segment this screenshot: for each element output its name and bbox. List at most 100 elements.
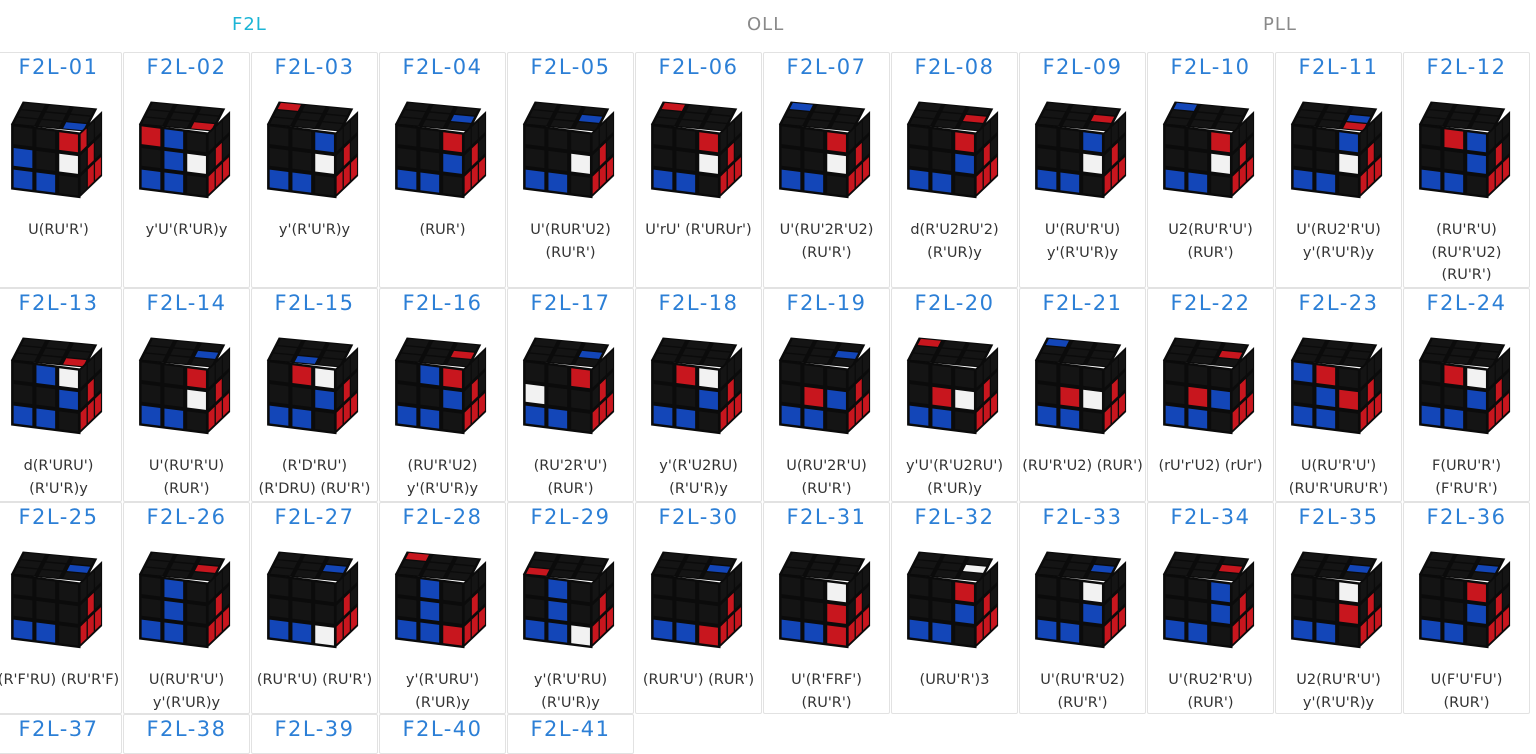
cube-diagram xyxy=(394,101,487,199)
case-card-f2l-03[interactable]: F2L-03 y'(R'U'R)y xyxy=(251,52,378,288)
front-face-sticker xyxy=(1211,389,1230,410)
algorithm-line: (R'UR)y xyxy=(415,694,470,711)
case-card-f2l-09[interactable]: F2L-09 U'(RU'R'U) y'(R'U'R)y xyxy=(1019,52,1146,288)
top-face-sticker xyxy=(430,555,454,564)
case-card-f2l-40[interactable]: F2L-40 xyxy=(379,714,506,754)
top-face-sticker xyxy=(789,338,813,347)
top-face-sticker xyxy=(1198,555,1222,564)
tab-f2l[interactable]: F2L xyxy=(232,14,267,35)
front-face-sticker xyxy=(141,405,161,426)
case-card-f2l-27[interactable]: F2L-27 (RU'R'U) (RU'R') xyxy=(251,502,378,714)
case-card-f2l-08[interactable]: F2L-08 d(R'U2RU'2) (R'UR)y xyxy=(891,52,1018,288)
case-card-f2l-15[interactable]: F2L-15 (R'D'RU') (R'DRU) (RU'R') xyxy=(251,288,378,502)
case-card-f2l-13[interactable]: F2L-13 d(R'URU') (R'U'R)y xyxy=(0,288,122,502)
case-card-f2l-37[interactable]: F2L-37 xyxy=(0,714,122,754)
front-face-sticker xyxy=(13,148,33,169)
front-face-sticker xyxy=(1293,405,1313,426)
right-face-sticker xyxy=(95,371,101,395)
front-face-sticker xyxy=(1467,368,1486,389)
tab-oll[interactable]: OLL xyxy=(747,14,785,35)
right-face-sticker xyxy=(863,371,869,395)
top-face-sticker xyxy=(1194,112,1218,121)
top-face-sticker xyxy=(682,348,706,357)
top-face-sticker xyxy=(1446,355,1470,364)
case-card-f2l-21[interactable]: F2L-21 (RU'R'U2) (RUR') xyxy=(1019,288,1146,502)
case-card-f2l-19[interactable]: F2L-19 U(RU'2R'U) (RU'R') xyxy=(763,288,890,502)
top-face-sticker xyxy=(298,348,322,357)
front-face-sticker xyxy=(141,126,161,147)
front-face-sticker xyxy=(653,148,673,169)
case-card-f2l-18[interactable]: F2L-18 y'(R'U2RU) (R'U'R)y xyxy=(635,288,762,502)
case-card-f2l-30[interactable]: F2L-30 (RUR'U') (RUR') xyxy=(635,502,762,714)
case-title: F2L-40 xyxy=(402,717,483,741)
case-card-f2l-31[interactable]: F2L-31 U'(R'FRF') (RU'R') xyxy=(763,502,890,714)
front-face-sticker xyxy=(525,169,545,190)
case-title: F2L-30 xyxy=(658,505,739,529)
front-face-sticker xyxy=(804,600,824,621)
case-card-f2l-25[interactable]: F2L-25 (R'F'RU) (RU'R'F) xyxy=(0,502,122,714)
algorithm-line: U'(RU'R'U) xyxy=(1044,222,1121,238)
case-card-f2l-11[interactable]: F2L-11 U'(RU2'R'U) y'(R'U'R)y xyxy=(1275,52,1402,288)
top-face-sticker xyxy=(1218,564,1243,573)
top-face-sticker xyxy=(1322,112,1346,121)
case-card-f2l-04[interactable]: F2L-04 (RUR') xyxy=(379,52,506,288)
algorithm-line: (RU'R') xyxy=(1441,267,1492,283)
front-face-sticker xyxy=(1060,408,1080,429)
case-card-f2l-32[interactable]: F2L-32 (URU'R')3 xyxy=(891,502,1018,714)
top-face-sticker xyxy=(578,114,603,123)
case-card-f2l-17[interactable]: F2L-17 (RU'2R'U') (RUR') xyxy=(507,288,634,502)
case-card-f2l-22[interactable]: F2L-22 (rU'r'U2) (rUr') xyxy=(1147,288,1274,502)
right-face-sticker xyxy=(479,157,485,181)
front-face-sticker xyxy=(932,150,952,171)
algorithm-line: U'(RU'R'U) xyxy=(148,458,225,474)
top-face-sticker xyxy=(1218,114,1243,123)
right-face-sticker xyxy=(87,571,94,595)
right-face-sticker xyxy=(80,599,87,623)
right-face-sticker xyxy=(991,350,997,374)
right-face-sticker xyxy=(1104,599,1111,623)
case-card-f2l-24[interactable]: F2L-24 F(URU'R') (F'RU'R') xyxy=(1403,288,1530,502)
case-card-f2l-07[interactable]: F2L-07 U'(RU'2R'U2) (RU'R') xyxy=(763,52,890,288)
case-card-f2l-12[interactable]: F2L-12 (RU'R'U) (RU'R'U2) (RU'R') xyxy=(1403,52,1530,288)
top-face-sticker xyxy=(1038,353,1062,362)
case-card-f2l-10[interactable]: F2L-10 U2(RU'R'U') (RUR') xyxy=(1147,52,1274,288)
case-card-f2l-06[interactable]: F2L-06 U'rU' (R'URUr') xyxy=(635,52,762,288)
top-face-sticker xyxy=(575,358,599,367)
case-card-f2l-34[interactable]: F2L-34 U'(RU2'R'U) (RUR') xyxy=(1147,502,1274,714)
right-face-sticker xyxy=(80,385,87,409)
case-card-f2l-28[interactable]: F2L-28 y'(R'URU') (R'UR)y xyxy=(379,502,506,714)
case-card-f2l-41[interactable]: F2L-41 xyxy=(507,714,634,754)
algorithm-line: (RU'R') xyxy=(801,694,852,711)
case-card-f2l-23[interactable]: F2L-23 U(RU'R'U') (RU'R'URU'R') xyxy=(1275,288,1402,502)
top-face-sticker xyxy=(1350,557,1374,566)
right-face-sticker xyxy=(471,357,478,381)
top-face-sticker xyxy=(42,562,66,571)
case-card-f2l-38[interactable]: F2L-38 xyxy=(123,714,250,754)
case-card-f2l-35[interactable]: F2L-35 U2(RU'R'U') y'(R'U'R)y xyxy=(1275,502,1402,714)
front-face-sticker xyxy=(164,129,184,150)
case-card-f2l-26[interactable]: F2L-26 U(RU'R'U') y'(R'UR)y xyxy=(123,502,250,714)
right-face-sticker xyxy=(735,564,741,588)
right-face-sticker xyxy=(1119,157,1125,181)
right-face-sticker xyxy=(863,114,869,138)
right-face-sticker xyxy=(863,135,869,159)
right-face-sticker xyxy=(1503,393,1509,417)
case-card-f2l-05[interactable]: F2L-05 U'(RUR'U2) (RU'R') xyxy=(507,52,634,288)
case-card-f2l-16[interactable]: F2L-16 (RU'R'U2) y'(R'U'R)y xyxy=(379,288,506,502)
case-card-f2l-01[interactable]: F2L-01 U(RU'R') xyxy=(0,52,122,288)
case-card-f2l-14[interactable]: F2L-14 U'(RU'R'U) (RUR') xyxy=(123,288,250,502)
right-face-sticker xyxy=(1111,121,1118,145)
case-card-f2l-36[interactable]: F2L-36 U(F'U'FU') (RUR') xyxy=(1403,502,1530,714)
right-face-sticker xyxy=(215,378,222,402)
case-card-f2l-39[interactable]: F2L-39 xyxy=(251,714,378,754)
front-face-sticker xyxy=(164,172,184,193)
case-card-f2l-20[interactable]: F2L-20 y'U'(R'U2RU') (R'UR)y xyxy=(891,288,1018,502)
top-face-sticker xyxy=(526,567,550,576)
case-card-f2l-02[interactable]: F2L-02 y'U'(R'UR)y xyxy=(123,52,250,288)
top-face-sticker xyxy=(38,569,62,578)
case-card-f2l-29[interactable]: F2L-29 y'(R'U'RU) (R'U'R)y xyxy=(507,502,634,714)
case-card-f2l-33[interactable]: F2L-33 U'(RU'R'U2) (RU'R') xyxy=(1019,502,1146,714)
algorithm-line: U(RU'R') xyxy=(28,222,89,238)
right-face-sticker xyxy=(336,364,343,388)
tab-pll[interactable]: PLL xyxy=(1263,14,1297,35)
